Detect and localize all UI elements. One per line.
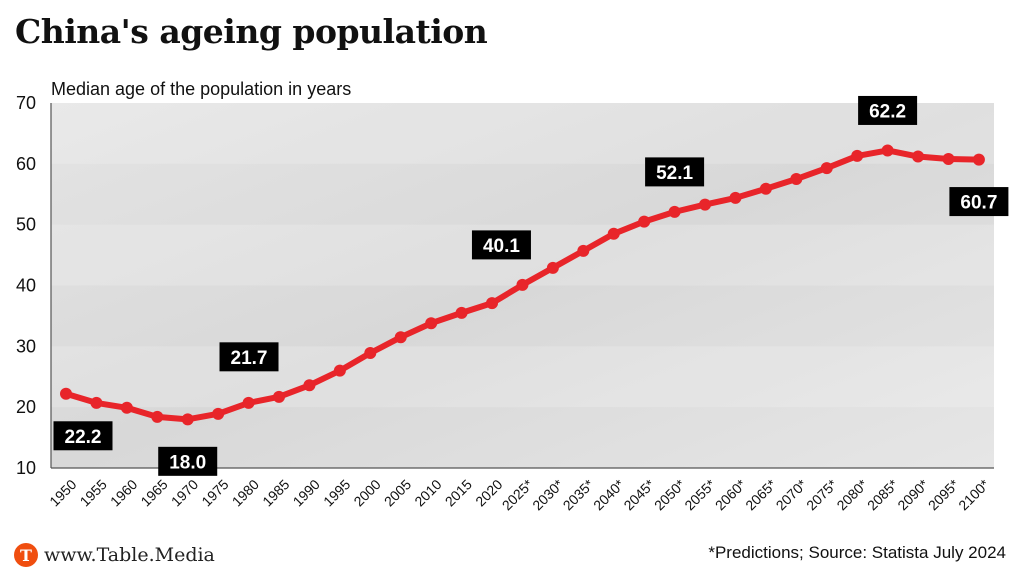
value-label-box: [158, 446, 218, 476]
y-tick-label: 30: [16, 336, 36, 356]
value-label-text: 40.1: [483, 236, 520, 257]
data-point: [120, 401, 133, 414]
data-point: [212, 407, 225, 420]
data-point: [546, 261, 559, 274]
data-point: [942, 152, 955, 165]
value-label-text: 62.2: [869, 101, 906, 122]
value-label-box: [645, 157, 705, 187]
data-point: [455, 306, 468, 319]
x-tick-label: 1970: [168, 476, 201, 509]
data-point: [242, 396, 255, 409]
x-tick-label: 1965: [137, 476, 170, 509]
x-tick-label: 1950: [46, 476, 79, 509]
data-point: [425, 317, 438, 330]
data-point: [303, 379, 316, 392]
x-tick-label: 1955: [77, 476, 110, 509]
data-point: [181, 413, 194, 426]
x-tick-label: 2030*: [529, 476, 567, 514]
x-tick-label: 2095*: [925, 476, 963, 514]
data-point: [60, 387, 72, 400]
value-label-box: [949, 187, 1009, 217]
x-tick-label: 2100*: [955, 476, 993, 514]
x-tick-label: 2050*: [651, 476, 689, 514]
value-label-box: [219, 342, 279, 372]
data-point: [638, 215, 651, 228]
x-tick-label: 2045*: [620, 476, 658, 514]
x-tick-label: 1990: [290, 476, 323, 509]
data-point: [912, 150, 925, 163]
data-point: [577, 244, 590, 257]
x-tick-label: 2075*: [803, 476, 841, 514]
value-label: 21.7: [219, 342, 279, 372]
x-tick-label: 2025*: [499, 476, 537, 514]
data-point: [851, 149, 864, 162]
data-point: [394, 331, 407, 344]
x-tick-label: 2065*: [742, 476, 780, 514]
data-point: [668, 205, 681, 218]
data-point: [273, 390, 286, 403]
x-tick-label: 1980: [229, 476, 262, 509]
data-point: [820, 162, 833, 175]
data-point: [759, 182, 772, 195]
value-label-text: 60.7: [960, 193, 997, 214]
y-tick-label: 40: [16, 276, 36, 296]
source-note: *Predictions; Source: Statista July 2024: [708, 543, 1006, 562]
x-tick-label: 2070*: [773, 476, 811, 514]
y-tick-label: 50: [16, 215, 36, 235]
table-media-logo-icon: T: [14, 543, 38, 567]
data-point: [90, 396, 103, 409]
x-tick-label: 2080*: [833, 476, 871, 514]
data-point: [881, 144, 894, 157]
value-label: 62.2: [858, 95, 918, 125]
y-axis-title: Median age of the population in years: [51, 79, 352, 99]
x-tick-label: 2090*: [894, 476, 932, 514]
plot-band: [51, 103, 994, 164]
value-label-text: 22.2: [65, 427, 102, 448]
data-point: [364, 347, 377, 360]
x-tick-label: 2060*: [712, 476, 750, 514]
site-link[interactable]: www.Table.Media: [44, 544, 215, 566]
x-tick-label: 2005: [381, 476, 414, 509]
data-point: [516, 278, 529, 291]
data-point: [607, 227, 620, 240]
data-point: [972, 153, 985, 166]
data-point: [333, 364, 346, 377]
y-tick-label: 20: [16, 397, 36, 417]
x-tick-label: 2085*: [864, 476, 902, 514]
value-label-text: 52.1: [656, 163, 693, 184]
value-label: 40.1: [471, 230, 531, 260]
x-tick-label: 2040*: [590, 476, 628, 514]
value-label: 22.2: [53, 421, 113, 451]
x-tick-label: 2000: [350, 476, 383, 509]
x-tick-label: 1975: [198, 476, 231, 509]
value-label-box: [471, 230, 531, 260]
value-label: 52.1: [645, 157, 705, 187]
data-point: [151, 410, 164, 423]
x-tick-label: 1985: [259, 476, 292, 509]
x-tick-label: 2035*: [560, 476, 598, 514]
brand: T www.Table.Media: [14, 543, 215, 567]
x-tick-label: 2010: [411, 476, 444, 509]
data-point: [729, 191, 742, 204]
plot-band: [51, 346, 994, 408]
value-label: 18.0: [158, 446, 218, 476]
data-point: [790, 173, 803, 186]
y-tick-label: 70: [16, 93, 36, 113]
value-label-text: 18.0: [169, 452, 206, 473]
data-point: [486, 297, 499, 310]
value-label-box: [53, 421, 113, 451]
value-label-box: [858, 95, 918, 125]
y-tick-label: 10: [16, 458, 36, 478]
value-label: 60.7: [949, 187, 1009, 217]
x-tick-label: 1995: [320, 476, 353, 509]
chart-title: China's ageing population: [15, 12, 488, 51]
x-tick-label: 2055*: [681, 476, 719, 514]
value-label-text: 21.7: [231, 348, 268, 369]
y-tick-label: 60: [16, 154, 36, 174]
data-point: [699, 198, 712, 211]
x-tick-label: 2015: [442, 476, 475, 509]
x-tick-label: 1960: [107, 476, 140, 509]
